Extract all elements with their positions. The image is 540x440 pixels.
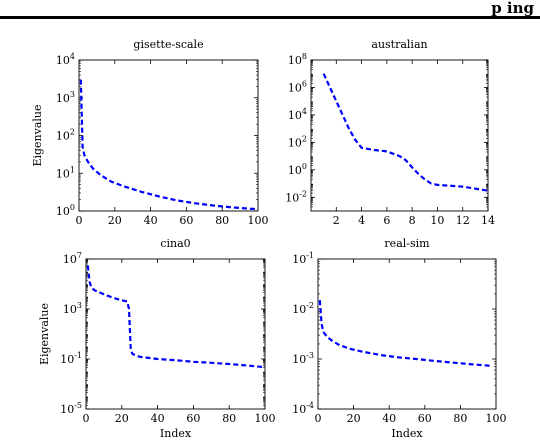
x-tick-label: 60 xyxy=(186,412,200,425)
y-tick-label: 100 xyxy=(56,203,75,218)
x-axis-label: Index xyxy=(391,427,423,440)
chart-title: real-sim xyxy=(384,237,430,250)
page-header: p ing xyxy=(0,0,540,19)
plot-frame xyxy=(85,258,266,410)
x-tick-label: 100 xyxy=(255,412,276,425)
chart-title: gisette-scale xyxy=(133,38,203,51)
chart-panel-1: 0 20 40 60 80 100 100 101 102 103 104 gisette-scale… xyxy=(31,38,269,227)
plot-frame xyxy=(310,59,489,212)
series-line xyxy=(86,265,266,369)
y-tick-label: 108 xyxy=(288,52,307,67)
x-tick-label: 0 xyxy=(83,412,90,425)
header-rule xyxy=(0,16,540,19)
chart-panel-4: 0 20 40 60 80 100 10-4 10-3 10-2 10-1 real-sim Inde… xyxy=(292,237,506,440)
x-tick-label: 0 xyxy=(76,214,83,227)
x-tick-label: 4 xyxy=(358,214,365,227)
y-tick-label: 107 xyxy=(63,251,82,266)
y-tick-label: 106 xyxy=(288,79,307,94)
chart-title: cina0 xyxy=(160,237,190,250)
y-tick-label: 10-2 xyxy=(285,189,307,204)
x-tick-label: 80 xyxy=(222,412,236,425)
y-tick-label: 100 xyxy=(288,162,307,177)
y-axis-label: Eigenvalue xyxy=(31,104,44,166)
x-tick-label: 80 xyxy=(215,214,229,227)
x-axis-label: Index xyxy=(160,427,192,440)
y-tick-label: 104 xyxy=(288,107,307,122)
y-tick-label: 10-5 xyxy=(60,401,82,416)
y-tick-label: 104 xyxy=(56,52,75,67)
x-tick-label: 20 xyxy=(108,214,122,227)
y-tick-label: 103 xyxy=(56,90,75,105)
x-tick-label: 12 xyxy=(456,214,470,227)
running-head: p ing xyxy=(491,0,534,17)
x-tick-label: 60 xyxy=(418,412,432,425)
chart-panel-3: 0 20 40 60 80 100 10-5 10-1 103 107 cina0 Eigenvalu… xyxy=(38,237,276,440)
y-tick-label: 10-2 xyxy=(292,301,314,316)
y-tick-label: 10-1 xyxy=(292,251,314,266)
x-tick-label: 100 xyxy=(486,412,507,425)
x-tick-label: 60 xyxy=(179,214,193,227)
x-tick-label: 20 xyxy=(115,412,129,425)
chart-panel-2: 2 4 6 8 10 12 14 10-2 100 102 104 106 108 australian xyxy=(285,38,495,227)
y-axis-label: Eigenvalue xyxy=(38,303,51,365)
plot-frame xyxy=(78,59,259,212)
x-tick-label: 40 xyxy=(151,412,165,425)
x-tick-label: 80 xyxy=(453,412,467,425)
x-tick-label: 20 xyxy=(347,412,361,425)
y-tick-label: 101 xyxy=(56,165,75,180)
plot-frame xyxy=(317,258,497,410)
x-tick-label: 10 xyxy=(430,214,444,227)
y-tick-label: 10-3 xyxy=(292,351,314,366)
x-tick-label: 0 xyxy=(315,412,322,425)
series-line xyxy=(318,300,493,368)
y-tick-label: 102 xyxy=(288,134,307,149)
series-line xyxy=(322,73,489,192)
x-tick-label: 40 xyxy=(144,214,158,227)
x-tick-label: 100 xyxy=(248,214,269,227)
x-tick-label: 6 xyxy=(383,214,390,227)
series-line xyxy=(79,79,259,211)
y-tick-label: 103 xyxy=(63,301,82,316)
y-tick-label: 10-1 xyxy=(60,351,82,366)
y-tick-label: 102 xyxy=(56,128,75,143)
x-tick-label: 8 xyxy=(409,214,416,227)
y-tick-label: 10-4 xyxy=(292,401,314,416)
chart-title: australian xyxy=(371,38,427,51)
x-tick-label: 2 xyxy=(333,214,340,227)
x-tick-label: 14 xyxy=(481,214,495,227)
x-tick-label: 40 xyxy=(382,412,396,425)
